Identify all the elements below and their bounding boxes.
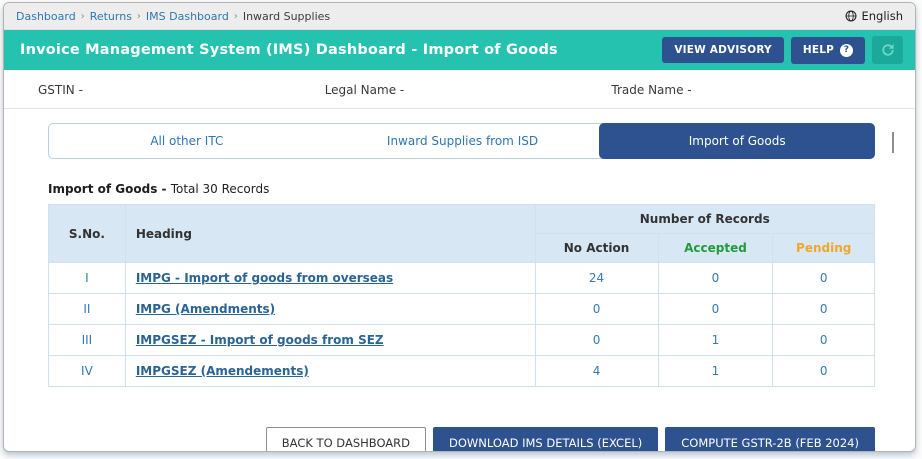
section-title: Import of Goods - Total 30 Records <box>48 182 915 196</box>
column-header-number-of-records: Number of Records <box>534 204 875 234</box>
globe-icon <box>845 10 857 22</box>
tabs-container: All other ITC Inward Supplies from ISD I… <box>48 123 894 159</box>
accepted-count: 0 <box>657 293 774 325</box>
pending-count: 0 <box>772 293 875 325</box>
heading-link-impgsez-sez[interactable]: IMPGSEZ - Import of goods from SEZ <box>135 333 384 347</box>
accepted-count: 0 <box>657 262 774 294</box>
tab-import-of-goods[interactable]: Import of Goods <box>599 123 876 159</box>
section-title-bold: Import of Goods - <box>48 182 171 196</box>
view-advisory-label: VIEW ADVISORY <box>674 44 772 56</box>
caret-artifact <box>892 132 894 153</box>
table-row: I IMPG - Import of goods from overseas 2… <box>48 262 875 294</box>
refresh-icon <box>881 43 895 57</box>
back-to-dashboard-button[interactable]: BACK TO DASHBOARD <box>265 427 427 451</box>
gstin-label: GSTIN - <box>38 83 83 97</box>
table-row: II IMPG (Amendments) 0 0 0 <box>48 293 875 325</box>
sno-cell: III <box>48 324 126 356</box>
pending-count: 0 <box>772 262 875 294</box>
breadcrumb-current-inward-supplies: Inward Supplies <box>242 9 331 23</box>
legal-name-label: Legal Name - <box>324 83 405 97</box>
breadcrumb-link-ims-dashboard[interactable]: IMS Dashboard <box>145 9 229 23</box>
main-card: Dashboard › Returns › IMS Dashboard › In… <box>3 2 916 452</box>
language-label: English <box>861 9 903 23</box>
view-advisory-button[interactable]: VIEW ADVISORY <box>662 37 784 63</box>
heading-link-impg-amendments[interactable]: IMPG (Amendments) <box>135 302 276 316</box>
table-row: IV IMPGSEZ (Amendements) 4 1 0 <box>48 355 875 387</box>
tab-all-other-itc[interactable]: All other ITC <box>150 134 224 148</box>
pending-count: 0 <box>772 355 875 387</box>
sno-cell: II <box>48 293 126 325</box>
footer-actions: BACK TO DASHBOARD DOWNLOAD IMS DETAILS (… <box>4 427 875 451</box>
heading-link-impgsez-amendments[interactable]: IMPGSEZ (Amendements) <box>135 364 309 378</box>
no-action-count: 24 <box>534 262 659 294</box>
breadcrumb-separator: › <box>233 10 238 22</box>
pending-count: 0 <box>772 324 875 356</box>
breadcrumb-link-returns[interactable]: Returns <box>89 9 132 23</box>
help-button[interactable]: HELP ? <box>790 36 865 64</box>
column-header-heading: Heading <box>124 204 536 263</box>
sno-cell: I <box>48 262 126 294</box>
records-table-wrap: S.No. Heading Number of Records No Actio… <box>48 204 875 387</box>
download-ims-details-button[interactable]: DOWNLOAD IMS DETAILS (EXCEL) <box>433 427 659 451</box>
breadcrumb-separator: › <box>80 10 85 22</box>
column-header-no-action: No Action <box>534 233 659 263</box>
ims-records-table: S.No. Heading Number of Records No Actio… <box>48 204 875 387</box>
no-action-count: 4 <box>534 355 659 387</box>
column-header-accepted: Accepted <box>657 233 774 263</box>
heading-link-impg-overseas[interactable]: IMPG - Import of goods from overseas <box>135 271 394 285</box>
trade-name-label: Trade Name - <box>611 83 692 97</box>
refresh-button[interactable] <box>872 36 903 64</box>
question-mark-icon: ? <box>840 43 853 57</box>
page-header: Invoice Management System (IMS) Dashboar… <box>4 30 915 70</box>
page-title: Invoice Management System (IMS) Dashboar… <box>20 42 558 58</box>
section-title-rest: Total 30 Records <box>170 182 270 196</box>
column-header-pending: Pending <box>772 233 875 263</box>
language-selector[interactable]: English <box>845 9 903 23</box>
accepted-count: 1 <box>657 355 774 387</box>
column-header-sno: S.No. <box>48 204 126 263</box>
compute-gstr2b-button[interactable]: COMPUTE GSTR-2B (FEB 2024) <box>665 427 875 451</box>
accepted-count: 1 <box>657 324 774 356</box>
breadcrumb-link-dashboard[interactable]: Dashboard <box>16 9 76 23</box>
no-action-count: 0 <box>534 324 659 356</box>
help-label: HELP <box>802 44 834 56</box>
no-action-count: 0 <box>534 293 659 325</box>
tab-inward-supplies-from-isd[interactable]: Inward Supplies from ISD <box>386 134 539 148</box>
breadcrumb-separator: › <box>136 10 141 22</box>
sno-cell: IV <box>48 355 126 387</box>
taxpayer-info-row: GSTIN - Legal Name - Trade Name - <box>4 70 915 109</box>
table-row: III IMPGSEZ - Import of goods from SEZ 0… <box>48 324 875 356</box>
breadcrumb: Dashboard › Returns › IMS Dashboard › In… <box>4 3 915 30</box>
